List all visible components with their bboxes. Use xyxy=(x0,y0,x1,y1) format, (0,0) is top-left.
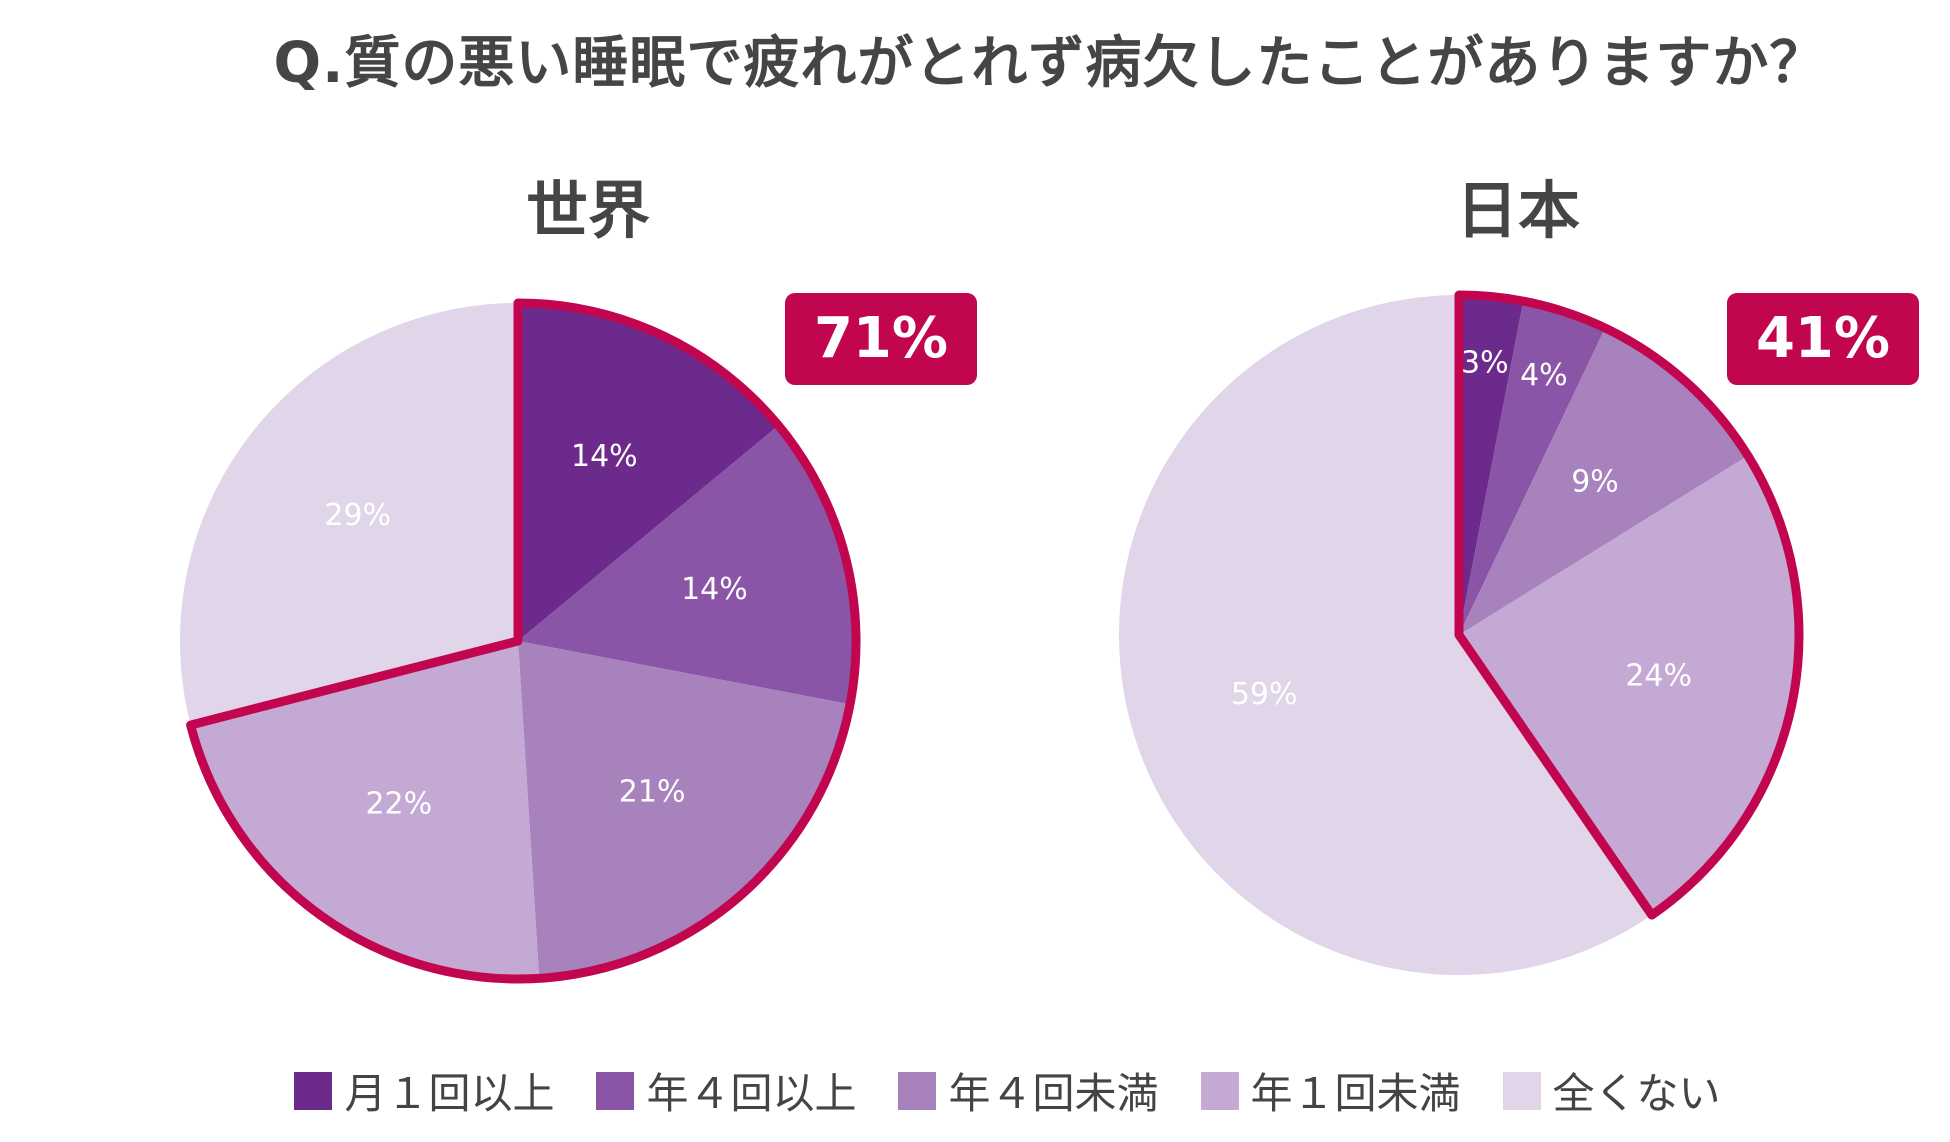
legend-swatch xyxy=(294,1071,333,1110)
legend-label: 全くない xyxy=(1552,1069,1721,1118)
legend-swatch xyxy=(898,1071,937,1110)
highlight-total-badge-japan: 41% xyxy=(1727,293,1919,385)
pie-slice-japan-0 xyxy=(1459,295,1524,635)
legend-label: 年４回以上 xyxy=(646,1069,857,1118)
question-title: Q.質の悪い睡眠で疲れがとれず病欠したことがありますか？ xyxy=(273,31,1827,96)
legend-item: 年４回以上 xyxy=(596,1060,856,1121)
chart-title-world: 世界 xyxy=(525,174,650,247)
slice-label-world-4: 29% xyxy=(324,498,391,533)
pie-slice-world-1 xyxy=(518,425,856,705)
pie-slice-japan-4 xyxy=(1119,295,1652,976)
slice-label-japan-4: 59% xyxy=(1231,677,1298,712)
legend-item: 年４回未満 xyxy=(898,1060,1159,1121)
slice-label-world-2: 21% xyxy=(619,775,686,810)
pie-slice-japan-1 xyxy=(1459,301,1606,635)
slice-label-world-0: 14% xyxy=(571,439,638,474)
pie-slice-japan-2 xyxy=(1459,328,1748,635)
pie-world: 14% 14% 21% 22% 29% xyxy=(179,298,861,984)
legend-item: 年１回未満 xyxy=(1200,1060,1461,1121)
slice-label-japan-0: 3% xyxy=(1461,346,1509,381)
slice-label-japan-2: 9% xyxy=(1571,464,1619,499)
slice-label-japan-3: 24% xyxy=(1625,658,1692,693)
legend-swatch xyxy=(1200,1071,1239,1110)
legend-swatch xyxy=(1502,1071,1541,1110)
legend: 月１回以上 年４回以上 年４回未満 年１回未満 全くない xyxy=(0,1060,1950,1121)
legend-label: 年１回未満 xyxy=(1250,1069,1461,1118)
slice-label-world-3: 22% xyxy=(365,787,432,822)
legend-item: 全くない xyxy=(1502,1060,1721,1121)
pie-slice-japan-3 xyxy=(1459,455,1799,916)
chart-title-japan: 日本 xyxy=(1455,174,1580,247)
pie-slice-world-2 xyxy=(518,641,851,979)
highlight-total-badge-world: 71% xyxy=(785,293,977,385)
legend-label: 月１回以上 xyxy=(344,1069,555,1118)
pie-slice-world-4 xyxy=(179,303,518,726)
legend-item: 月１回以上 xyxy=(294,1060,554,1121)
slice-label-japan-1: 4% xyxy=(1520,358,1568,393)
pie-japan: 3% 4% 9% 24% 59% xyxy=(1119,290,1804,976)
slice-label-world-1: 14% xyxy=(681,572,748,607)
highlight-outline-japan xyxy=(1454,290,1804,920)
highlight-outline-world xyxy=(186,298,861,984)
legend-label: 年４回未満 xyxy=(948,1069,1159,1118)
pie-slice-world-0 xyxy=(518,303,779,641)
pie-slice-world-3 xyxy=(190,641,540,979)
legend-swatch xyxy=(596,1071,635,1110)
